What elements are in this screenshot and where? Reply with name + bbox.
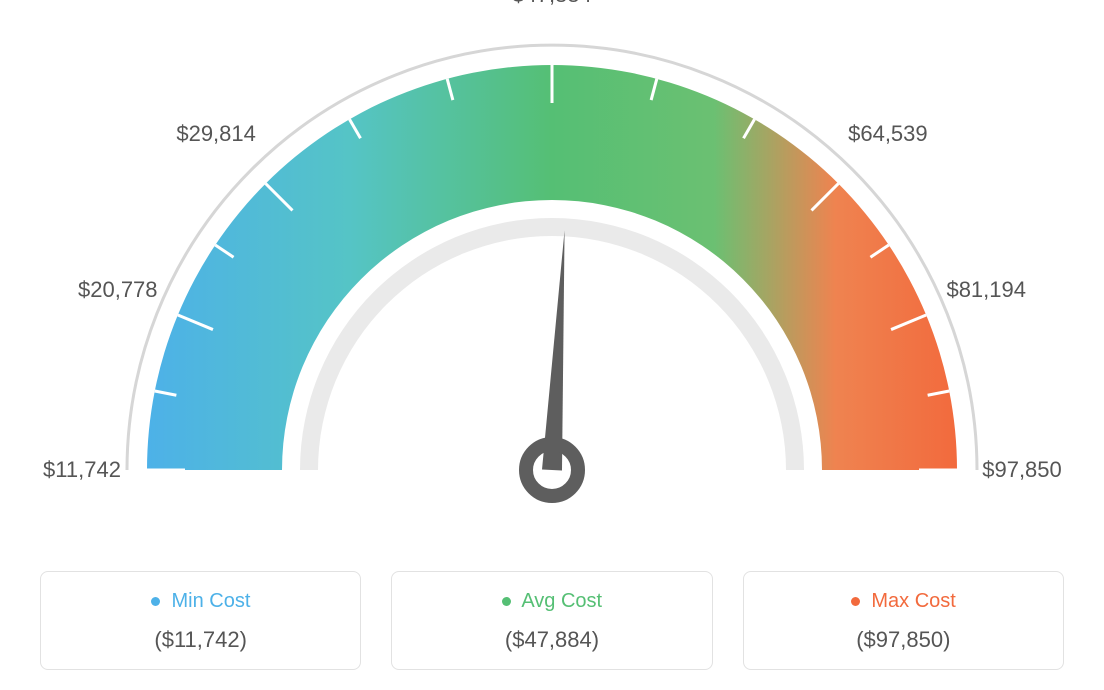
gauge-chart: $11,742 $20,778 $29,814 $47,884 $64,539 $81,1… <box>0 0 1104 540</box>
legend-label: Avg Cost <box>521 590 602 612</box>
scale-label: $64,539 <box>848 121 928 147</box>
legend-label: Max Cost <box>871 590 955 612</box>
legend-title-max: Max Cost <box>754 590 1053 613</box>
dot-icon <box>851 597 860 606</box>
legend-value-min: ($11,742) <box>51 627 350 653</box>
scale-label: $97,850 <box>982 457 1062 483</box>
legend-card-min: Min Cost ($11,742) <box>40 571 361 670</box>
legend-card-avg: Avg Cost ($47,884) <box>391 571 712 670</box>
legend-value-avg: ($47,884) <box>402 627 701 653</box>
scale-label: $29,814 <box>176 121 256 147</box>
legend-card-max: Max Cost ($97,850) <box>743 571 1064 670</box>
legend-title-avg: Avg Cost <box>402 590 701 613</box>
scale-label: $11,742 <box>43 457 121 483</box>
legend-label: Min Cost <box>171 590 250 612</box>
legend-row: Min Cost ($11,742) Avg Cost ($47,884) Ma… <box>0 571 1104 670</box>
legend-value-max: ($97,850) <box>754 627 1053 653</box>
legend-title-min: Min Cost <box>51 590 350 613</box>
scale-label: $20,778 <box>78 277 158 303</box>
dot-icon <box>502 597 511 606</box>
gauge-svg <box>52 20 1052 560</box>
scale-label: $81,194 <box>946 277 1026 303</box>
dot-icon <box>151 597 160 606</box>
scale-label: $47,884 <box>512 0 592 8</box>
